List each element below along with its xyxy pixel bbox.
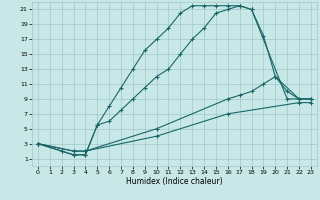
X-axis label: Humidex (Indice chaleur): Humidex (Indice chaleur) — [126, 177, 223, 186]
